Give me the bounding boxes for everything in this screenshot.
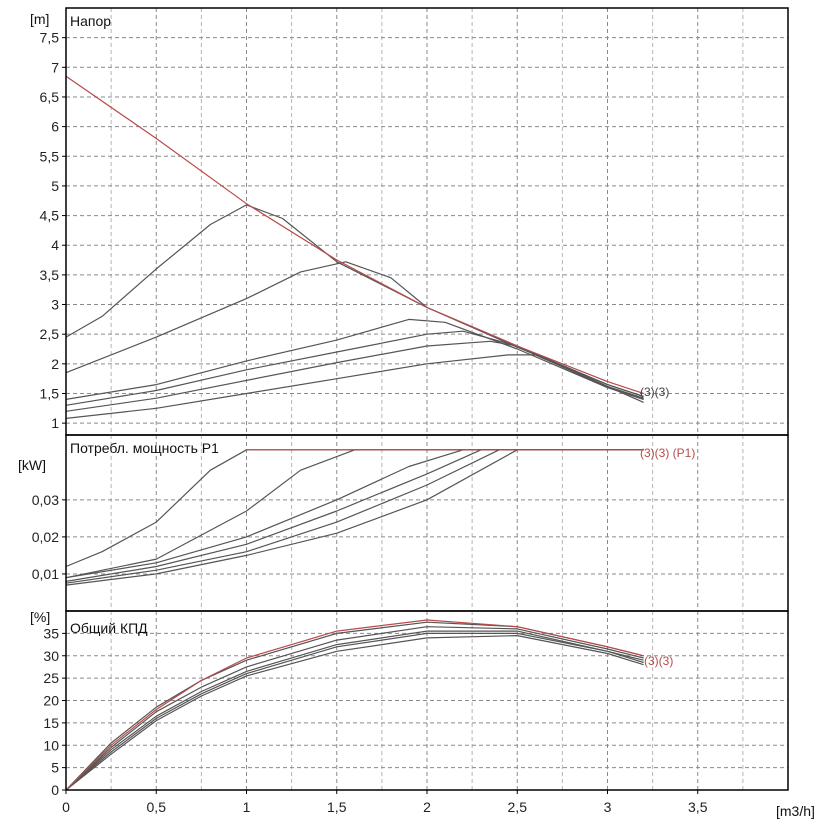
efficiency-y-unit: [%] [30,609,50,625]
efficiency-curve-6 [65,634,644,791]
x-tick-label: 2,5 [508,799,528,815]
y-tick-label: 3,5 [40,267,60,283]
head-end-label: (3)(3) [640,385,669,399]
y-tick-label: 4,5 [40,208,60,224]
x-tick-label: 2 [423,799,431,815]
power-end-label: (3)(3) (P1) [640,446,695,460]
y-tick-label: 3 [51,297,59,313]
x-tick-label: 1 [243,799,251,815]
power-panel-title: Потребл. мощность P1 [70,440,219,456]
power-panel: 0,01 0,02 0,03 Потребл. мощность P1 [kW] (… [18,434,789,612]
power-y-ticks: 0,01 0,02 0,03 [32,492,66,582]
y-tick-label: 5,5 [40,148,60,164]
head-curve-4 [65,318,644,400]
y-tick-label: 4 [51,237,59,253]
y-tick-label: 6,5 [40,89,60,105]
efficiency-series [65,619,644,791]
head-curve-1 [65,75,644,395]
y-tick-label: 30 [43,648,59,664]
x-tick-label: 3,5 [688,799,708,815]
x-tick-label: 3 [604,799,612,815]
efficiency-curve-3 [65,626,644,791]
y-tick-label: 0,01 [32,566,59,582]
head-curve-7 [65,354,644,419]
efficiency-end-label: (3)(3) [644,654,673,668]
y-tick-label: 1,5 [40,385,60,401]
efficiency-curve-4 [65,630,644,791]
y-tick-label: 15 [43,715,59,731]
efficiency-curve-5 [65,632,644,791]
x-tick-label: 1,5 [327,799,347,815]
x-tick-label: 0,5 [147,799,167,815]
y-tick-label: 0 [51,782,59,798]
head-panel: 1 1,5 2 2,5 3 3,5 4 4,5 5 5,5 6 6,5 7 7,5 Напор [m] (… [30,7,789,436]
y-tick-label: 7,5 [40,30,60,46]
y-tick-label: 5 [51,760,59,776]
efficiency-y-ticks: 0 5 10 15 20 25 30 35 [43,625,66,798]
y-tick-label: 1 [51,415,59,431]
y-tick-label: 25 [43,670,59,686]
y-tick-label: 2,5 [40,326,60,342]
power-y-unit: [kW] [18,457,46,473]
efficiency-panel-frame [65,610,789,791]
x-axis-unit: [m3/h] [776,803,815,819]
y-tick-label: 7 [51,59,59,75]
y-tick-label: 6 [51,119,59,135]
efficiency-panel-title: Общий КПД [70,620,148,636]
efficiency-curve-1 [65,619,644,791]
y-tick-label: 5 [51,178,59,194]
head-series [65,75,644,419]
y-tick-label: 2 [51,356,59,372]
efficiency-panel: 0 5 10 15 20 25 30 35 0 0,5 1 1,5 2 2,5 3 3,5 Общий КП… [30,609,815,819]
power-series [65,449,644,586]
head-y-ticks: 1 1,5 2 2,5 3 3,5 4 4,5 5 5,5 6 6,5 7 7,5 [40,30,66,431]
y-tick-label: 20 [43,693,59,709]
y-tick-label: 35 [43,625,59,641]
x-tick-label: 0 [62,799,70,815]
y-tick-label: 0,03 [32,492,59,508]
head-y-unit: [m] [30,11,49,27]
efficiency-x-ticks: 0 0,5 1 1,5 2 2,5 3 3,5 [62,790,708,815]
head-panel-title: Напор [70,13,111,29]
y-tick-label: 10 [43,737,59,753]
y-tick-label: 0,02 [32,529,59,545]
